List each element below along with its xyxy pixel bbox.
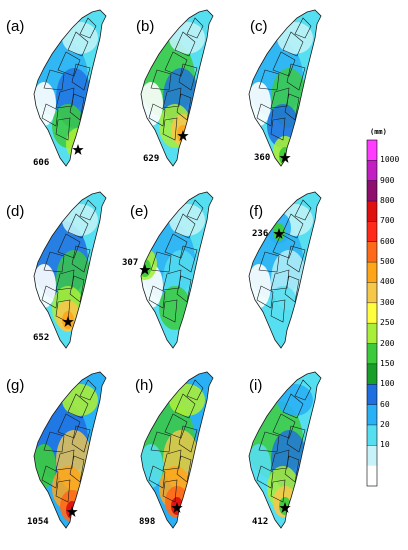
taiwan-map-d <box>33 191 107 349</box>
star-marker-f <box>273 228 285 239</box>
colorbar-tick-label: 100 <box>380 379 395 389</box>
colorbar-swatch <box>367 160 377 181</box>
taiwan-map-h <box>140 371 214 529</box>
colorbar-tick-label: 700 <box>380 216 395 226</box>
colorbar-tick-label: 250 <box>380 318 395 328</box>
colorbar-tick-label: 200 <box>380 338 395 348</box>
max-value-d: 652 <box>33 333 50 343</box>
colorbar-swatch <box>367 221 377 243</box>
colorbar-tick-label: 10 <box>380 440 390 450</box>
colorbar-tick-label: 60 <box>380 399 390 409</box>
taiwan-map-a <box>33 9 107 167</box>
panel-label-f: (f) <box>249 203 264 220</box>
panel-label-h: (h) <box>135 377 154 394</box>
colorbar-swatch <box>367 424 377 446</box>
colorbar-tick-label: 20 <box>380 419 390 429</box>
colorbar-swatch <box>367 465 377 487</box>
panel-label-i: (i) <box>249 377 263 394</box>
max-value-h: 898 <box>139 517 156 527</box>
colorbar-swatch <box>367 302 377 324</box>
colorbar-swatch <box>367 262 377 283</box>
taiwan-map-i <box>248 371 322 529</box>
colorbar-swatch <box>367 384 377 405</box>
colorbar-tick-label: 600 <box>380 236 395 246</box>
max-value-a: 606 <box>33 158 50 168</box>
colorbar-swatch <box>367 180 377 202</box>
taiwan-map-g <box>33 371 107 529</box>
max-value-c: 360 <box>254 153 271 163</box>
star-marker-g <box>66 506 78 517</box>
star-marker-b <box>177 130 189 141</box>
panel-label-a: (a) <box>6 18 25 35</box>
colorbar-swatch <box>367 445 377 466</box>
panel-label-b: (b) <box>136 18 155 35</box>
colorbar-tick-label: 1000 <box>380 155 400 165</box>
max-value-e: 307 <box>122 258 139 268</box>
colorbar-tick-label: 800 <box>380 196 395 206</box>
star-marker-h <box>171 502 183 513</box>
colorbar-tick-label: 900 <box>380 175 395 185</box>
colorbar-tick-label: 300 <box>380 297 395 307</box>
colorbar-swatch <box>367 363 377 385</box>
colorbar-swatch <box>367 323 377 344</box>
colorbar-tick-label: 150 <box>380 358 395 368</box>
max-value-f: 236 <box>252 229 269 239</box>
max-value-b: 629 <box>143 154 160 164</box>
colorbar-swatch <box>367 404 377 426</box>
max-value-g: 1054 <box>27 517 49 527</box>
colorbar-unit: (mm) <box>370 128 387 136</box>
panel-label-d: (d) <box>6 203 25 220</box>
colorbar-swatch <box>367 201 377 222</box>
panel-label-g: (g) <box>6 377 25 394</box>
star-marker-c <box>279 152 291 163</box>
panel-label-c: (c) <box>250 18 268 35</box>
star-marker-e <box>139 264 151 275</box>
star-marker-a <box>72 144 84 155</box>
star-marker-i <box>279 502 291 513</box>
max-value-i: 412 <box>252 517 269 527</box>
colorbar-frame <box>366 139 378 487</box>
colorbar-swatch <box>367 282 377 304</box>
star-marker-d <box>62 316 74 327</box>
colorbar-tick-label: 500 <box>380 257 395 267</box>
panel-label-e: (e) <box>130 203 149 220</box>
colorbar-swatch <box>367 140 377 161</box>
colorbar-swatch <box>367 343 377 365</box>
colorbar-tick-label: 400 <box>380 277 395 287</box>
colorbar-swatch <box>367 241 377 263</box>
